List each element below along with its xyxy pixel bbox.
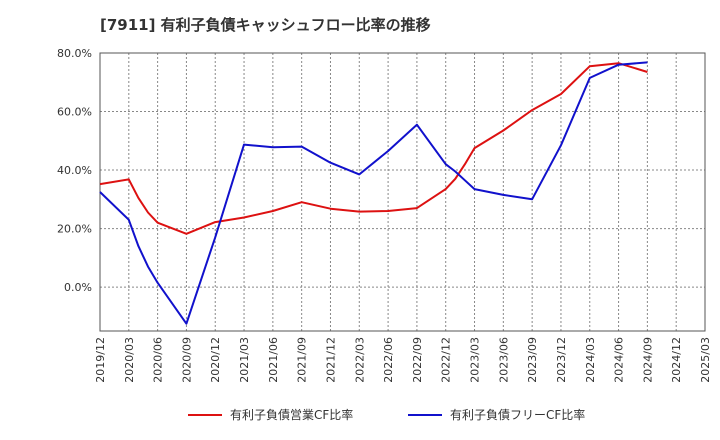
- x-tick-label: 2021/03: [238, 337, 251, 383]
- x-tick-label: 2019/12: [94, 337, 107, 383]
- x-tick-label: 2023/12: [555, 337, 568, 383]
- x-tick-label: 2021/12: [324, 337, 337, 383]
- x-tick-label: 2022/09: [411, 337, 424, 383]
- x-tick-label: 2024/09: [641, 337, 654, 383]
- x-tick-label: 2022/03: [353, 337, 366, 383]
- x-tick-label: 2020/06: [152, 337, 165, 383]
- x-tick-label: 2023/09: [526, 337, 539, 383]
- x-tick-label: 2024/03: [584, 337, 597, 383]
- x-tick-label: 2024/06: [613, 337, 626, 383]
- x-tick-label: 2021/06: [267, 337, 280, 383]
- series-line-1: [99, 62, 648, 235]
- x-tick-label: 2022/06: [382, 337, 395, 383]
- y-tick-label: 80.0%: [57, 47, 92, 60]
- y-tick-label: 40.0%: [57, 164, 92, 177]
- legend-label-2: 有利子負債フリーCF比率: [450, 407, 585, 422]
- x-tick-label: 2023/06: [497, 337, 510, 383]
- x-tick-label: 2022/12: [440, 337, 453, 383]
- y-tick-label: 60.0%: [57, 106, 92, 119]
- x-tick-label: 2021/09: [296, 337, 309, 383]
- series-line-2: [99, 61, 648, 325]
- y-tick-label: 20.0%: [57, 223, 92, 236]
- x-tick-label: 2025/03: [699, 337, 712, 383]
- x-tick-label: 2020/03: [123, 337, 136, 383]
- plot-area-frame: [99, 52, 706, 332]
- x-tick-label: 2024/12: [670, 337, 683, 383]
- x-tick-label: 2020/09: [180, 337, 193, 383]
- legend-label-1: 有利子負債営業CF比率: [230, 407, 353, 422]
- x-tick-label: 2023/03: [469, 337, 482, 383]
- x-tick-label: 2020/12: [209, 337, 222, 383]
- chart-title: [7911] 有利子負債キャッシュフロー比率の推移: [100, 16, 431, 34]
- y-tick-label: 0.0%: [64, 281, 92, 294]
